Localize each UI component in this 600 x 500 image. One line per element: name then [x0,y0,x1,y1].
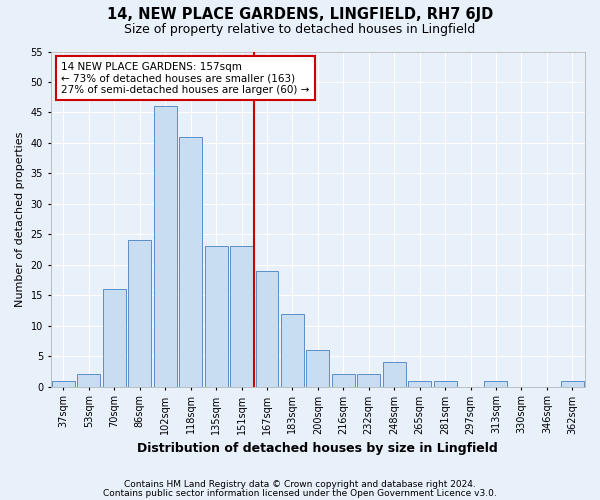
Bar [52,380,75,386]
Bar [256,271,278,386]
Bar [307,350,329,387]
Text: Contains HM Land Registry data © Crown copyright and database right 2024.: Contains HM Land Registry data © Crown c… [124,480,476,489]
Bar [128,240,151,386]
Bar [408,380,431,386]
Bar [561,380,584,386]
Text: Contains public sector information licensed under the Open Government Licence v3: Contains public sector information licen… [103,489,497,498]
Bar [230,246,253,386]
Bar [383,362,406,386]
Text: 14 NEW PLACE GARDENS: 157sqm
← 73% of detached houses are smaller (163)
27% of s: 14 NEW PLACE GARDENS: 157sqm ← 73% of de… [61,62,310,95]
Bar [357,374,380,386]
Bar [281,314,304,386]
Bar [154,106,176,386]
Text: 14, NEW PLACE GARDENS, LINGFIELD, RH7 6JD: 14, NEW PLACE GARDENS, LINGFIELD, RH7 6J… [107,8,493,22]
Bar [434,380,457,386]
Bar [484,380,508,386]
Bar [103,289,126,386]
Bar [205,246,227,386]
Bar [77,374,100,386]
X-axis label: Distribution of detached houses by size in Lingfield: Distribution of detached houses by size … [137,442,498,455]
Y-axis label: Number of detached properties: Number of detached properties [15,132,25,307]
Text: Size of property relative to detached houses in Lingfield: Size of property relative to detached ho… [124,22,476,36]
Bar [332,374,355,386]
Bar [179,137,202,386]
